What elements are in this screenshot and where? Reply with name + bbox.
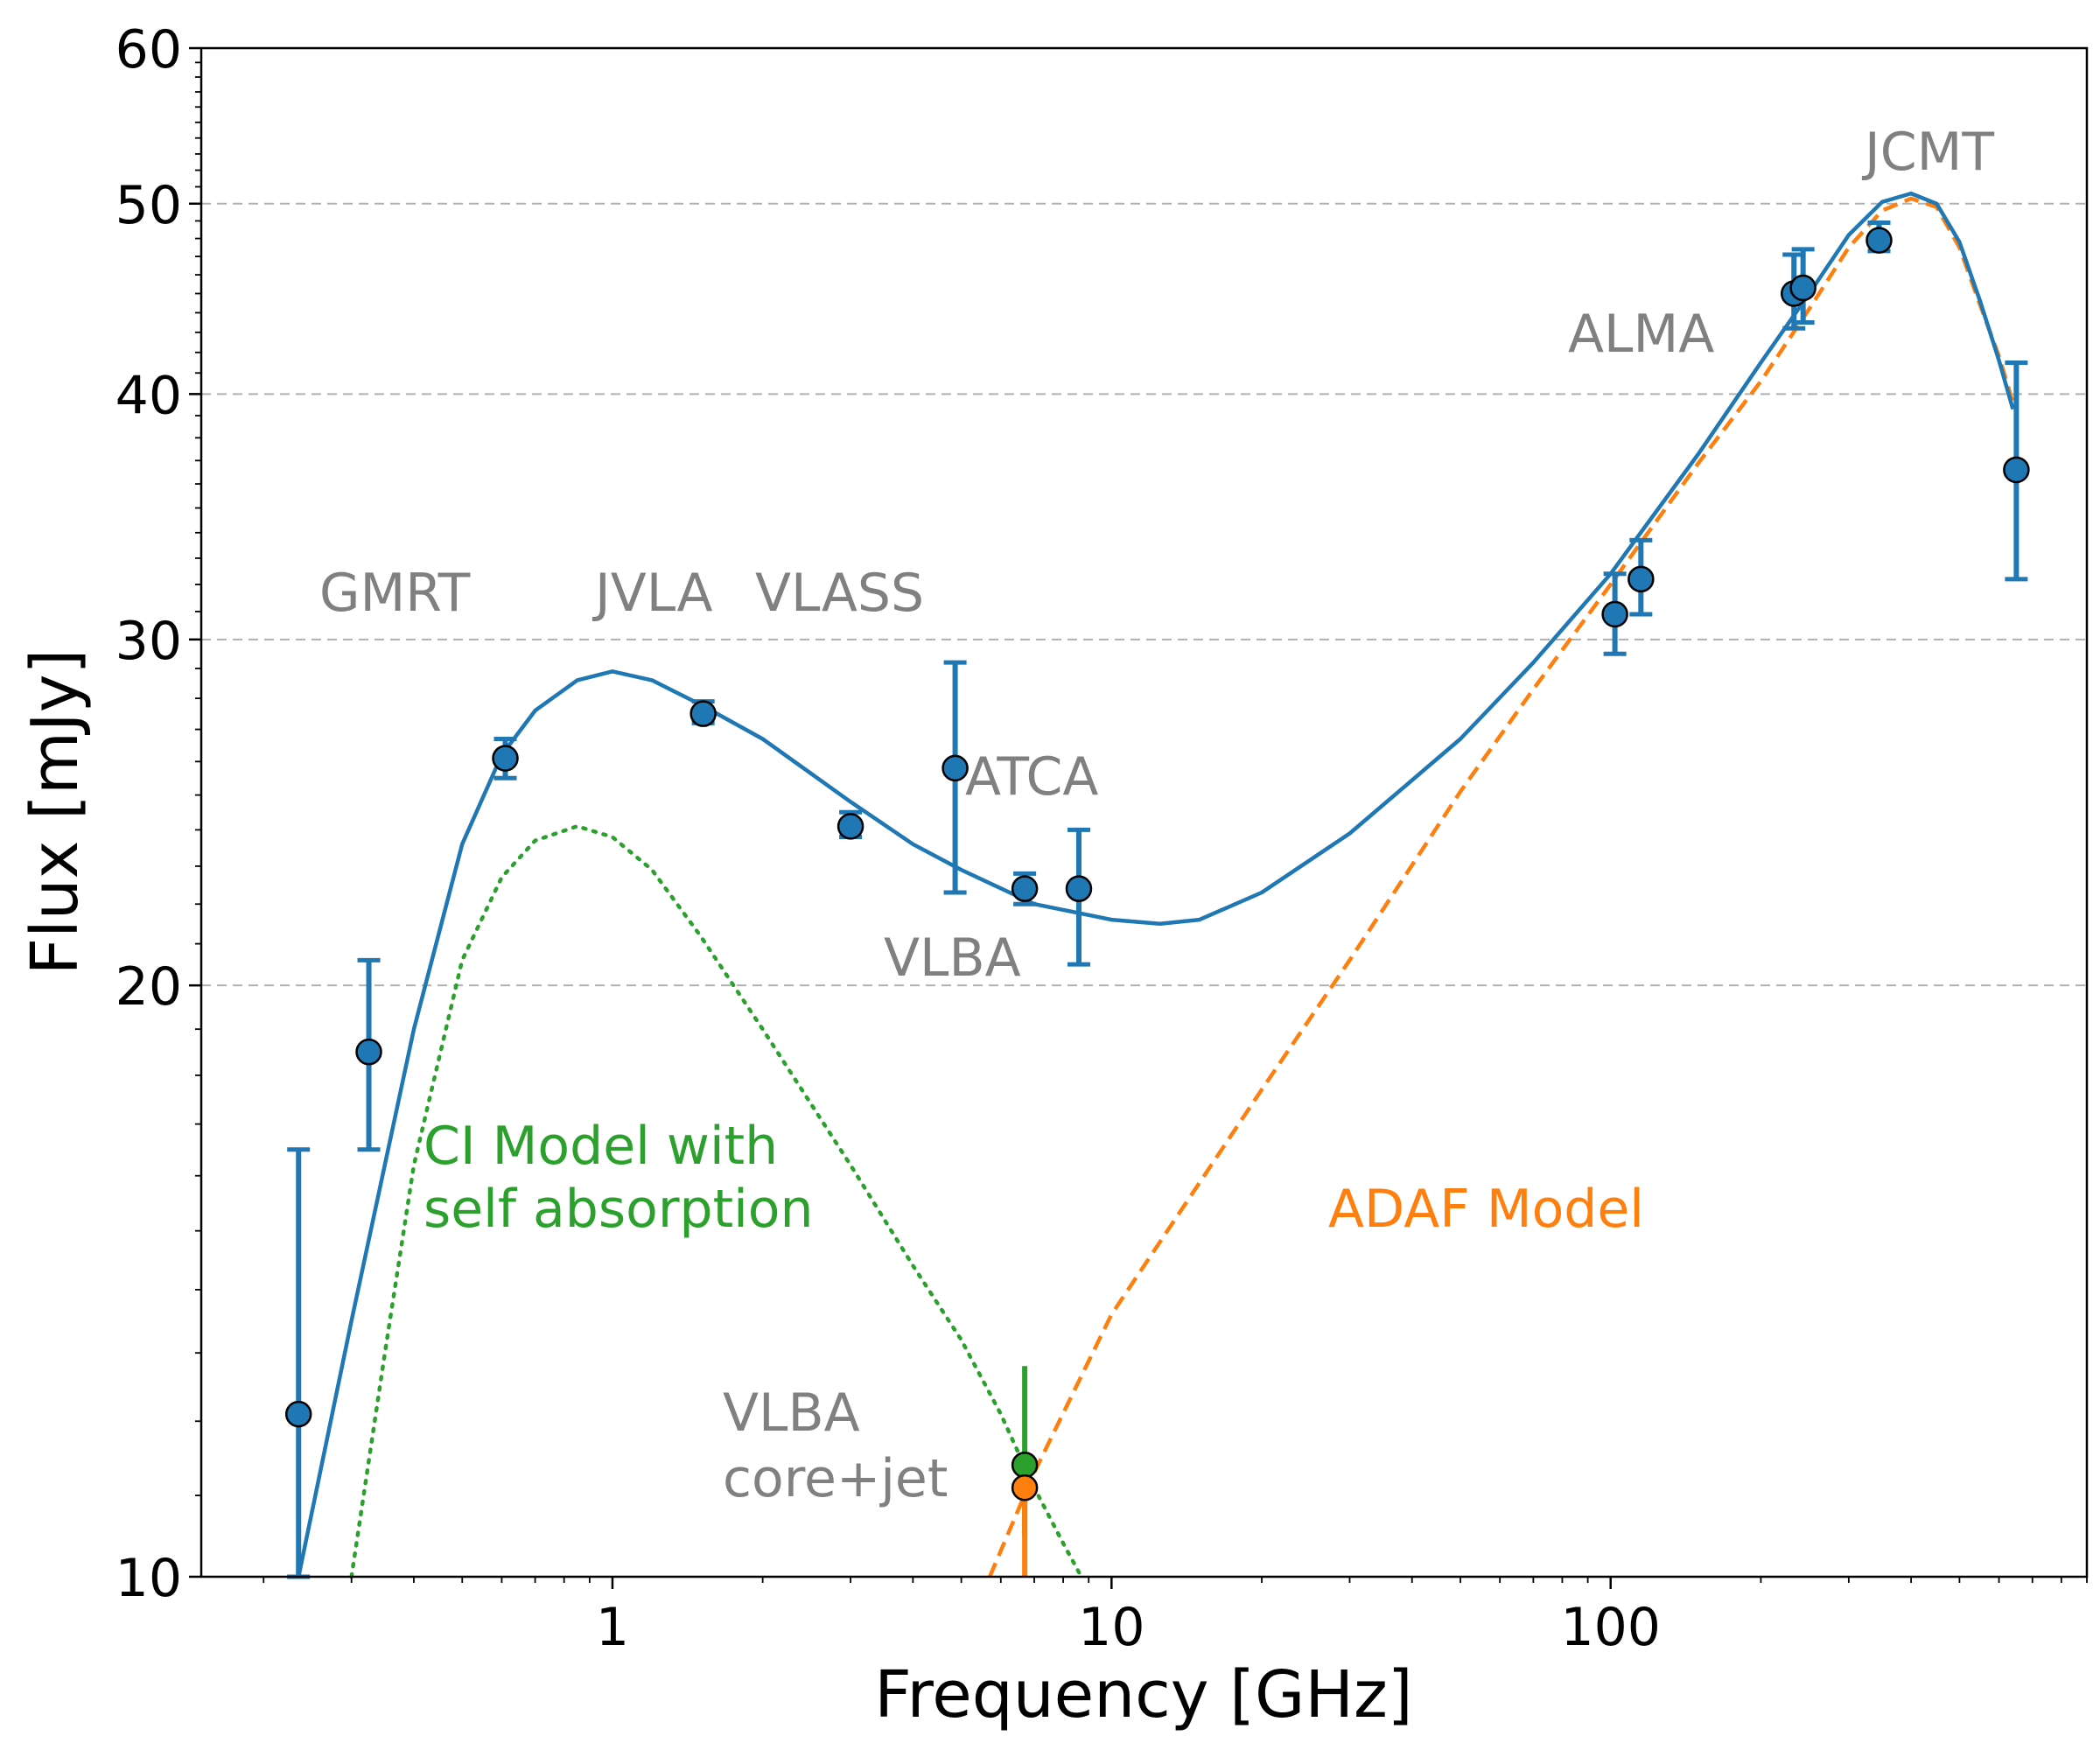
data-point-marker-1 [355,1038,382,1066]
label-adaf-model: ADAF Model [1328,1179,1644,1240]
total-model-curve [296,191,2015,1578]
data-point-marker-0 [284,1400,312,1428]
annotation-vlass: VLASS [755,563,924,624]
x-tick-label-100: 100 [1560,1597,1661,1658]
y-tick-label-30: 30 [116,611,182,672]
model-curves [296,191,2015,1579]
data-point-marker-6 [1011,875,1039,902]
annotation-vlba-core-line2: core+jet [723,1448,948,1509]
vlba-core-jet-marker-1 [1011,1474,1039,1502]
data-point-marker-11 [1789,274,1816,302]
y-tick-label-40: 40 [116,365,182,426]
annotation-vlba: VLBA [884,928,1021,989]
data-point-marker-5 [942,754,969,782]
data-point-marker-13 [2003,456,2030,484]
label-ci-model-line1: CI Model with [424,1116,778,1177]
label-ci-model-line2: self absorption [424,1179,814,1240]
axis-ticks [189,46,2088,1589]
annotation-alma: ALMA [1568,304,1714,365]
annotation-atca: ATCA [965,746,1098,808]
data-point-marker-9 [1628,565,1655,593]
y-tick-label-60: 60 [116,19,182,80]
y-tick-label-10: 10 [116,1548,182,1609]
annotation-jcmt: JCMT [1861,122,1994,183]
data-point-marker-3 [690,700,717,727]
data-point-marker-7 [1065,875,1093,902]
annotation-gmrt: GMRT [319,563,471,624]
plot-frame [200,46,2089,1578]
y-tick-label-20: 20 [116,956,182,1018]
data-point-marker-12 [1866,227,1893,254]
x-axis-label: Frequency [GHz] [874,1657,1412,1732]
x-tick-label-1: 1 [596,1597,629,1658]
ci-model-curve [349,823,1084,1579]
vlba-core-jet-marker-0 [1011,1451,1039,1479]
tick-labels: 10 20 30 40 50 60 1 10 100 [116,19,1661,1658]
data-point-marker-8 [1601,600,1628,628]
x-tick-label-10: 10 [1078,1597,1144,1658]
y-tick-label-50: 50 [116,175,182,236]
data-point-marker-2 [492,745,519,772]
data-point-marker-4 [836,813,864,840]
annotation-vlba-core-line1: VLBA [723,1382,860,1444]
y-axis-label: Flux [mJy] [18,649,93,976]
data-points [284,220,2030,1579]
annotation-jvla: JVLA [592,563,713,624]
